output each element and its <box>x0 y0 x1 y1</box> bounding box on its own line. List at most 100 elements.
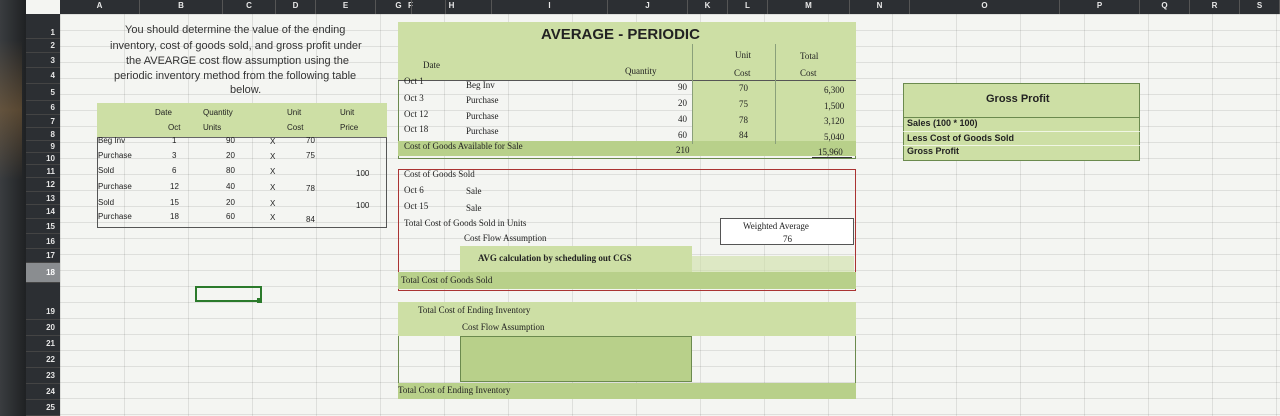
instructions-line-1: You should determine the value of the en… <box>125 24 346 36</box>
column-header-s[interactable]: S <box>1240 0 1280 14</box>
cgs-title: Cost of Goods Sold <box>404 169 475 179</box>
gp-divider <box>903 131 1140 132</box>
row-header-11[interactable]: 11 <box>26 165 60 178</box>
lt-row-day: 15 <box>170 198 179 207</box>
lt-header-price: Price <box>340 123 359 132</box>
row-header-24[interactable]: 24 <box>26 384 60 400</box>
avg-header-unit: Unit <box>735 50 752 60</box>
column-header-m[interactable]: M <box>768 0 850 14</box>
row-header-4[interactable]: 4 <box>26 68 60 84</box>
row-header-3[interactable]: 3 <box>26 53 60 68</box>
column-header-n[interactable]: N <box>850 0 910 14</box>
column-header-b[interactable]: B <box>140 0 223 14</box>
column-header-k[interactable]: K <box>688 0 728 14</box>
lt-row-label: Beg Inv <box>98 136 126 145</box>
cgs-table <box>398 169 856 291</box>
row-header-9[interactable]: 9 <box>26 141 60 153</box>
cgs-total-label: Total Cost of Goods Sold <box>401 275 493 285</box>
avg-row-unit: 78 <box>739 115 748 125</box>
avg-header-date: Date <box>423 60 440 70</box>
row-header-6[interactable]: 6 <box>26 101 60 115</box>
row-header-21[interactable]: 21 <box>26 336 60 352</box>
avg-row-qty: 60 <box>678 130 687 140</box>
row-header-2[interactable]: 2 <box>26 39 60 53</box>
row-header-13[interactable]: 13 <box>26 192 60 205</box>
avg-available-row-bg <box>398 141 856 156</box>
cgs-flow-label: Cost Flow Assumption <box>464 233 547 243</box>
column-header-o[interactable]: O <box>910 0 1060 14</box>
lt-row-qty: 90 <box>226 136 235 145</box>
lt-row-label: Purchase <box>98 151 132 160</box>
column-header-bar: A B C D E F G H I J K L M N O P Q R S <box>60 0 1280 14</box>
fill-handle[interactable] <box>257 298 262 303</box>
column-header-c[interactable]: C <box>223 0 276 14</box>
avg-row-total: 5,040 <box>824 132 845 142</box>
avg-calc-cell <box>460 246 692 272</box>
lt-row-x: X <box>270 213 276 222</box>
lt-row-price: 100 <box>356 169 370 178</box>
gp-sales: Sales (100 * 100) <box>907 118 978 128</box>
row-header-10[interactable]: 10 <box>26 153 60 165</box>
cgs-sale-desc: Sale <box>466 186 482 196</box>
column-header-p[interactable]: P <box>1060 0 1140 14</box>
column-header-i[interactable]: I <box>492 0 608 14</box>
instructions-line-5: below. <box>230 84 262 96</box>
weighted-average-label: Weighted Average <box>743 221 809 231</box>
lt-row-x: X <box>270 183 276 192</box>
lt-row-label: Purchase <box>98 212 132 221</box>
instructions-line-2: inventory, cost of goods sold, and gross… <box>110 40 362 52</box>
row-header-17[interactable]: 17 <box>26 249 60 263</box>
lt-row-qty: 20 <box>226 198 235 207</box>
column-header-a[interactable]: A <box>60 0 140 14</box>
weighted-average-box <box>720 218 854 245</box>
avg-col-divider <box>775 44 776 144</box>
row-header-23[interactable]: 23 <box>26 368 60 384</box>
column-header-j[interactable]: J <box>608 0 688 14</box>
avg-col-divider <box>692 44 693 144</box>
row-header-1[interactable]: 1 <box>26 26 60 39</box>
avg-row-date: Oct 3 <box>404 93 424 103</box>
column-header-h[interactable]: H <box>412 0 492 14</box>
row-header-22[interactable]: 22 <box>26 352 60 368</box>
cgs-sale-desc: Sale <box>466 203 482 213</box>
lt-row-day: 12 <box>170 182 179 191</box>
left-table-border <box>97 103 387 228</box>
bezel-glare <box>0 40 22 180</box>
row-header-bar: 1 2 3 4 5 6 7 8 9 10 11 12 13 14 15 16 1… <box>26 14 60 416</box>
left-table-header <box>97 103 387 138</box>
instructions-line-3: the AVEARGE cost flow assumption using t… <box>126 55 349 67</box>
row-header-5[interactable]: 5 <box>26 84 60 101</box>
lt-row-cost: 75 <box>306 151 315 160</box>
cgs-total-units-label: Total Cost of Goods Sold in Units <box>404 218 527 228</box>
ending-header-bg <box>398 302 856 336</box>
ending-total-row-bg <box>398 383 856 399</box>
column-header-g[interactable]: G <box>386 0 412 14</box>
column-header-f[interactable]: F <box>376 0 446 14</box>
column-header-e[interactable]: E <box>316 0 376 14</box>
column-header-r[interactable]: R <box>1190 0 1240 14</box>
row-header-18[interactable]: 18 <box>26 263 60 283</box>
selected-cell[interactable] <box>195 286 262 302</box>
row-header-12[interactable]: 12 <box>26 178 60 192</box>
lt-row-price: 100 <box>356 201 370 210</box>
row-header-16[interactable]: 16 <box>26 234 60 249</box>
avg-row-qty: 90 <box>678 82 687 92</box>
gp-divider <box>903 145 1140 146</box>
row-header-20[interactable]: 20 <box>26 320 60 336</box>
row-header-7[interactable]: 7 <box>26 115 60 128</box>
ending-total-label: Total Cost of Ending Inventory <box>398 385 511 395</box>
column-header-l[interactable]: L <box>728 0 768 14</box>
row-header-14[interactable]: 14 <box>26 205 60 219</box>
avg-available-label: Cost of Goods Available for Sale <box>404 141 523 151</box>
avg-row-total: 1,500 <box>824 101 845 111</box>
column-header-q[interactable]: Q <box>1140 0 1190 14</box>
column-header-d[interactable]: D <box>276 0 316 14</box>
row-header-19[interactable]: 19 <box>26 304 60 320</box>
ending-title: Total Cost of Ending Inventory <box>418 305 531 315</box>
row-header-15[interactable]: 15 <box>26 219 60 234</box>
cgs-sale-date: Oct 15 <box>404 201 429 211</box>
avg-row-date: Oct 18 <box>404 124 429 134</box>
row-header-8[interactable]: 8 <box>26 128 60 141</box>
row-header-25[interactable]: 25 <box>26 400 60 416</box>
ending-flow-label: Cost Flow Assumption <box>462 322 545 332</box>
